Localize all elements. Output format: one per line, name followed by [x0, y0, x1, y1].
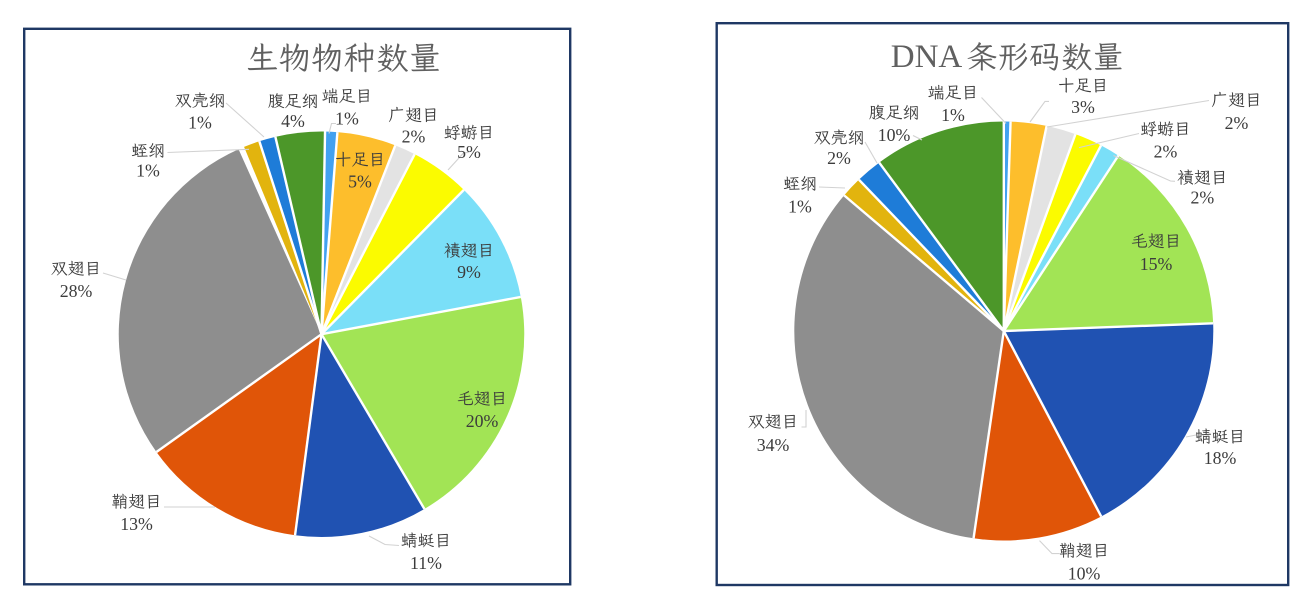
- svg-text:2%: 2%: [402, 126, 426, 146]
- svg-text:1%: 1%: [788, 196, 812, 216]
- svg-text:15%: 15%: [1140, 254, 1173, 274]
- svg-text:10%: 10%: [1068, 563, 1101, 583]
- svg-text:20%: 20%: [466, 411, 499, 431]
- svg-text:2%: 2%: [827, 148, 851, 168]
- svg-text:34%: 34%: [757, 435, 790, 455]
- svg-text:9%: 9%: [457, 262, 481, 282]
- svg-text:2%: 2%: [1225, 113, 1249, 133]
- svg-text:3%: 3%: [1071, 97, 1095, 117]
- svg-text:5%: 5%: [348, 171, 372, 191]
- svg-text:1%: 1%: [188, 112, 212, 132]
- svg-text:1%: 1%: [335, 108, 359, 128]
- svg-text:1%: 1%: [941, 105, 965, 125]
- svg-text:4%: 4%: [281, 111, 305, 131]
- svg-text:18%: 18%: [1204, 448, 1237, 468]
- svg-text:11%: 11%: [410, 553, 442, 573]
- svg-text:2%: 2%: [1190, 187, 1214, 207]
- svg-text:28%: 28%: [60, 281, 93, 301]
- svg-text:2%: 2%: [1154, 141, 1178, 161]
- svg-text:DNA: DNA: [891, 39, 963, 75]
- svg-text:1%: 1%: [136, 160, 160, 180]
- svg-text:10%: 10%: [878, 125, 911, 145]
- svg-text:13%: 13%: [120, 514, 153, 534]
- svg-text:5%: 5%: [457, 142, 481, 162]
